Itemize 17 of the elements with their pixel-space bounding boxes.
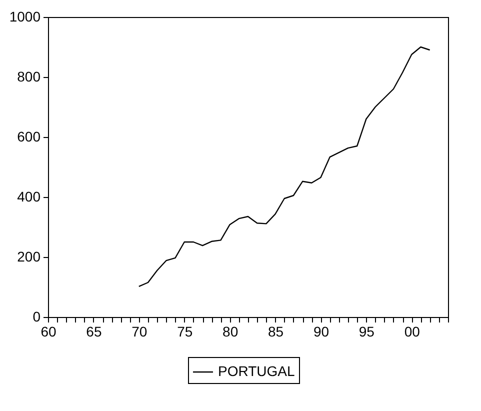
y-tick-label: 400 [17,188,41,204]
x-tick-label: 65 [86,324,102,340]
x-tick-label: 80 [222,324,238,340]
y-tick-label: 600 [17,128,41,144]
y-tick-label: 800 [17,68,41,84]
x-tick-label: 85 [268,324,284,340]
x-tick-label: 70 [132,324,148,340]
line-series [138,46,430,287]
legend-label: PORTUGAL [218,363,295,379]
x-tick-label: 75 [177,324,193,340]
x-tick-label: 00 [404,324,420,340]
x-tick-label: 95 [358,324,375,340]
y-tick-label: 0 [32,308,41,324]
x-tick-label: 90 [313,324,330,340]
y-tick-label: 1000 [9,8,41,24]
x-tick-label: 60 [40,324,56,340]
y-tick-label: 200 [17,248,41,264]
